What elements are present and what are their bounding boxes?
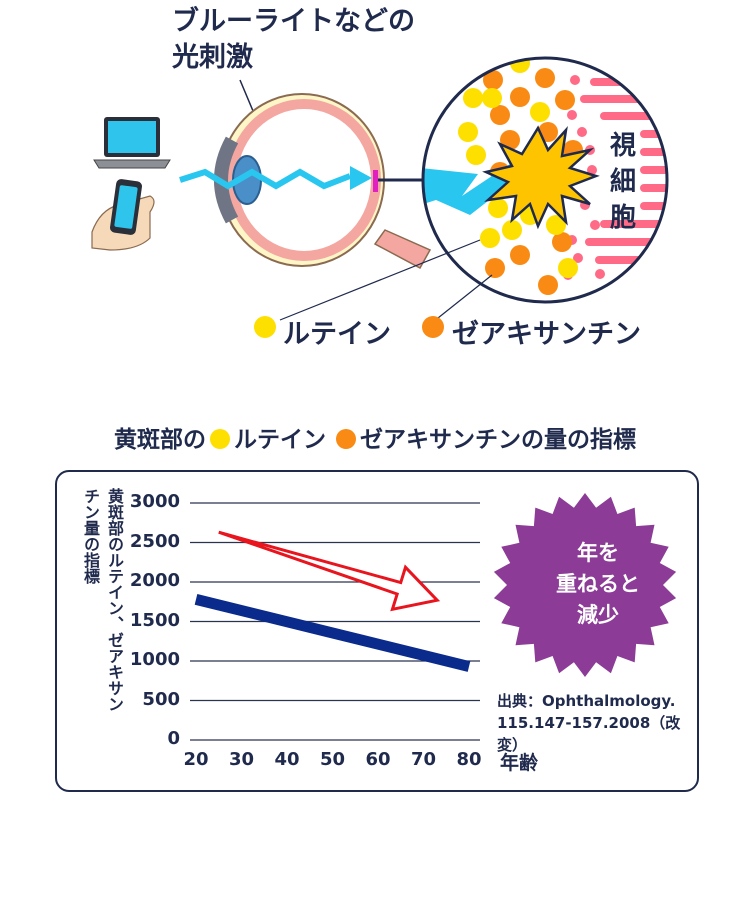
decrease-badge <box>493 493 677 677</box>
x-tick-label: 60 <box>365 749 391 770</box>
eyeball <box>214 93 432 270</box>
smartphone-hand-icon <box>91 179 155 251</box>
y-tick-label: 500 <box>142 688 180 710</box>
legend-lutein: ルテイン <box>283 319 391 350</box>
series-layer <box>194 594 471 672</box>
x-tick-label: 20 <box>183 749 209 770</box>
y-tick-label: 1500 <box>129 609 180 631</box>
y-tick-label: 2000 <box>129 570 180 591</box>
laptop-icon <box>93 117 171 169</box>
chart-frame <box>55 470 699 792</box>
title-lutein-dot <box>210 429 230 449</box>
source-citation: 出典：Ophthalmology. 115.147-157.2008（改変） <box>497 690 697 756</box>
legend-zeaxanthin: ゼアキサンチン <box>452 319 641 350</box>
y-tick-label: 3000 <box>129 491 180 512</box>
chart-title-lutein: ルテイン <box>234 427 326 453</box>
zeaxanthin-dot <box>422 316 444 338</box>
badge-line-1: 年を <box>577 541 619 565</box>
source-line-2: 115.147-157.2008（改変） <box>497 714 681 754</box>
title-line-2: 光刺激 <box>172 42 253 73</box>
x-tick-label: 50 <box>319 749 346 770</box>
badge-text: 年を 重ねると 減少 <box>538 538 658 631</box>
trend-arrow-layer <box>218 530 441 612</box>
light-stimulus-title: ブルーライトなどの 光刺激 <box>172 4 452 76</box>
badge-line-3: 減少 <box>577 603 619 627</box>
x-tick-label: 40 <box>274 749 300 770</box>
chart-title: 黄斑部の ルテイン ゼアキサンチンの量の指標 <box>0 420 750 454</box>
lutein-dot <box>254 316 276 338</box>
y-tick-label: 1000 <box>129 649 180 670</box>
x-tick-label: 70 <box>410 749 437 770</box>
title-zeaxanthin-dot <box>336 429 356 449</box>
series-line-0 <box>194 594 471 672</box>
x-tick-label: 80 <box>456 749 482 770</box>
source-line-1: 出典：Ophthalmology. <box>497 692 676 710</box>
photoreceptor-label: 視細胞 <box>610 131 637 233</box>
chart-title-prefix: 黄斑部の <box>114 427 206 453</box>
title-line-1: ブルーライトなどの <box>172 6 415 37</box>
x-tick-label: 30 <box>228 749 255 770</box>
y-tick-label: 2500 <box>129 530 180 552</box>
macula-zoom <box>423 58 667 302</box>
trend-arrow <box>218 530 441 612</box>
x-axis-label: 年齢 <box>500 752 539 774</box>
badge-line-2: 重ねると <box>556 572 640 596</box>
y-axis-label: 黄斑部のルテイン、ゼアキサンチン量の指標 <box>81 488 124 712</box>
eye-illustration <box>91 56 669 338</box>
chart-title-suffix: ゼアキサンチンの量の指標 <box>360 427 636 453</box>
burst-icon <box>482 125 600 230</box>
y-tick-label: 0 <box>167 728 180 749</box>
grid-lines <box>190 502 480 741</box>
